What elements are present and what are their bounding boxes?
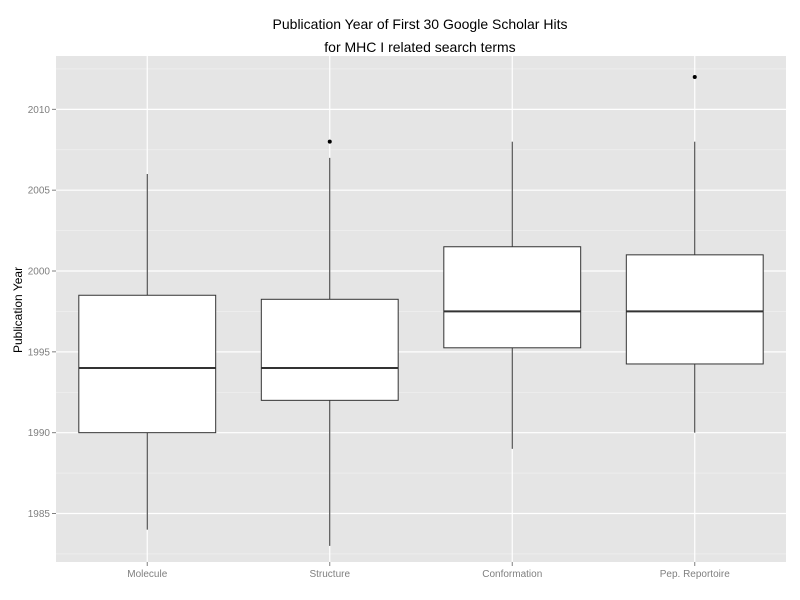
box bbox=[78, 294, 217, 434]
y-tick-label: 1990 bbox=[28, 428, 51, 439]
chart-title: Publication Year of First 30 Google Scho… bbox=[272, 16, 568, 32]
y-tick-label: 1995 bbox=[28, 347, 51, 358]
outlier-point bbox=[327, 139, 332, 144]
box bbox=[625, 254, 764, 365]
box bbox=[443, 246, 582, 349]
chart-subtitle: for MHC I related search terms bbox=[324, 39, 516, 55]
y-tick-label: 2000 bbox=[28, 267, 51, 278]
x-tick-label: Molecule bbox=[127, 569, 167, 580]
outlier-point bbox=[692, 75, 697, 80]
x-tick-label: Structure bbox=[309, 569, 350, 580]
y-tick-label: 2005 bbox=[28, 186, 51, 197]
y-tick-label: 1985 bbox=[28, 509, 51, 520]
x-tick-label: Conformation bbox=[482, 569, 542, 580]
y-tick-label: 2010 bbox=[28, 105, 51, 116]
x-tick-label: Pep. Reportoire bbox=[660, 569, 730, 580]
box bbox=[260, 298, 399, 401]
